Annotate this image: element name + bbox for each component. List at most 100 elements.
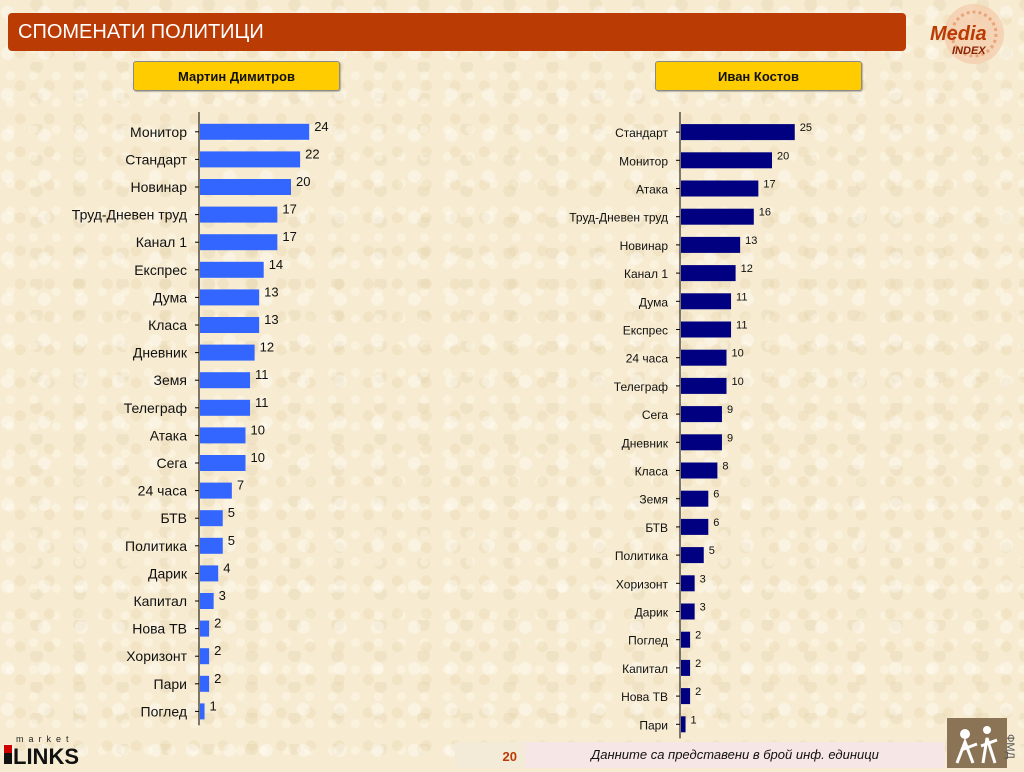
value-label: 14 xyxy=(269,257,283,272)
value-label: 13 xyxy=(745,235,757,247)
category-label: Телеграф xyxy=(124,400,187,416)
value-label: 17 xyxy=(282,202,296,217)
svg-text:LINKS: LINKS xyxy=(13,744,79,767)
bar xyxy=(681,208,754,225)
bar xyxy=(200,372,251,389)
bar xyxy=(681,716,686,733)
category-label: Поглед xyxy=(628,634,668,648)
bar xyxy=(681,265,736,282)
bar xyxy=(681,293,732,310)
category-label: Дневник xyxy=(622,436,669,450)
category-label: Дарик xyxy=(635,606,669,620)
category-label: Телеграф xyxy=(614,380,668,394)
bar xyxy=(200,675,210,692)
category-label: 24 часа xyxy=(138,483,188,499)
bar xyxy=(200,455,246,471)
bar xyxy=(681,631,691,648)
svg-text:market: market xyxy=(16,734,74,744)
category-label: Поглед xyxy=(141,703,187,719)
value-label: 10 xyxy=(251,450,265,465)
bar xyxy=(681,659,691,676)
value-label: 10 xyxy=(732,348,744,360)
category-label: Стандарт xyxy=(615,126,668,140)
value-label: 10 xyxy=(251,422,265,437)
page-number: 20 xyxy=(455,742,525,768)
value-label: 16 xyxy=(759,207,771,219)
value-label: 9 xyxy=(727,432,733,444)
bar xyxy=(200,648,210,665)
category-label: Канал 1 xyxy=(136,234,188,250)
bar xyxy=(200,620,210,637)
value-label: 7 xyxy=(237,478,244,493)
bar xyxy=(200,261,264,278)
value-label: 9 xyxy=(727,404,733,416)
category-label: Сега xyxy=(642,408,668,422)
value-label: 4 xyxy=(223,560,230,575)
bar xyxy=(681,603,695,620)
value-label: 3 xyxy=(700,602,706,614)
bar xyxy=(681,406,722,423)
value-label: 2 xyxy=(695,686,701,698)
value-label: 5 xyxy=(709,545,715,557)
category-label: Политика xyxy=(615,549,668,563)
page-title: СПОМЕНАТИ ПОЛИТИЦИ xyxy=(8,13,906,51)
bar xyxy=(681,490,709,507)
category-label: Дневник xyxy=(133,345,188,361)
category-label: Пари xyxy=(639,718,668,732)
category-label: Труд-Дневен труд xyxy=(72,207,187,223)
bar xyxy=(681,377,727,394)
svg-text:Media: Media xyxy=(930,23,987,45)
category-label: Нова ТВ xyxy=(621,690,668,704)
bar xyxy=(681,180,759,197)
value-label: 6 xyxy=(713,489,719,501)
bar xyxy=(681,124,795,141)
bar xyxy=(200,123,310,140)
fmd-letter: ФМД xyxy=(1004,734,1016,760)
bar xyxy=(200,482,232,499)
value-label: 12 xyxy=(260,340,274,355)
value-label: 2 xyxy=(695,658,701,670)
bar xyxy=(200,565,219,582)
market-links-logo: market LINKS xyxy=(4,734,79,767)
bar xyxy=(200,289,260,306)
bar xyxy=(681,152,772,169)
bar xyxy=(200,344,255,361)
bar xyxy=(200,593,214,609)
value-label: 11 xyxy=(255,367,268,382)
value-label: 10 xyxy=(732,376,744,388)
bar xyxy=(200,537,223,554)
media-index-logo: Media INDEX xyxy=(930,4,1004,64)
category-label: Земя xyxy=(154,372,187,388)
category-label: Земя xyxy=(639,493,668,507)
bar xyxy=(681,688,691,705)
bar xyxy=(681,462,718,479)
category-label: БТВ xyxy=(161,510,187,526)
value-label: 3 xyxy=(700,573,706,585)
category-label: Новинар xyxy=(620,239,669,253)
value-label: 11 xyxy=(736,291,747,303)
value-label: 3 xyxy=(219,588,226,603)
svg-text:INDEX: INDEX xyxy=(952,45,986,57)
category-label: Сега xyxy=(157,455,188,471)
category-label: Нова ТВ xyxy=(132,621,187,637)
bar xyxy=(681,349,727,366)
category-label: Хоризонт xyxy=(616,577,669,591)
value-label: 20 xyxy=(296,174,310,189)
value-label: 12 xyxy=(741,263,753,275)
bar xyxy=(200,510,223,527)
bar xyxy=(200,317,260,333)
value-label: 5 xyxy=(228,505,235,520)
value-label: 5 xyxy=(228,533,235,548)
value-label: 2 xyxy=(214,616,221,631)
right-person-label: Иван Костов xyxy=(655,61,862,91)
bar xyxy=(200,206,278,223)
category-label: Монитор xyxy=(619,154,668,168)
value-label: 2 xyxy=(214,671,221,686)
category-label: Класа xyxy=(148,317,187,333)
category-label: Пари xyxy=(154,676,187,692)
bar xyxy=(200,427,246,444)
value-label: 1 xyxy=(210,698,217,713)
bar xyxy=(200,151,301,168)
value-label: 11 xyxy=(736,320,747,332)
